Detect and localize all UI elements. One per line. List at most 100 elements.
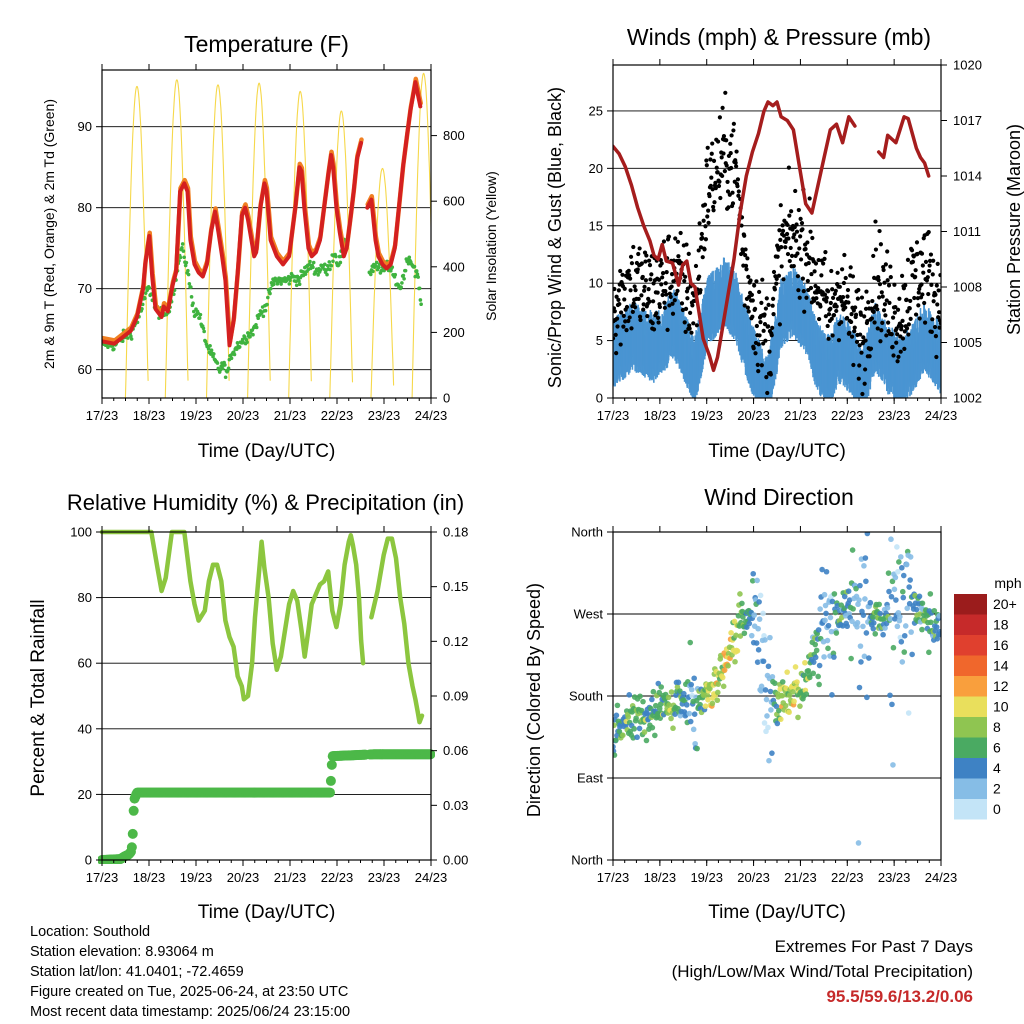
wind-direction-point <box>887 616 894 622</box>
wind-direction-point <box>694 745 700 752</box>
chart-title: Winds (mph) & Pressure (mb) <box>627 24 931 50</box>
wind-direction-point <box>831 591 838 597</box>
wind-gust-point <box>839 299 844 304</box>
wind-gust-point <box>621 324 626 329</box>
dewpoint-point <box>220 366 225 371</box>
wind-direction-point <box>889 701 895 708</box>
wind-direction-point <box>761 720 768 726</box>
wind-direction-point <box>862 555 869 561</box>
wind-gust-point <box>797 295 802 300</box>
wind-gust-point <box>708 157 713 162</box>
wind-gust-point <box>624 304 630 310</box>
wind-gust-point <box>643 278 649 283</box>
wind-gust-point <box>931 299 936 304</box>
wind-gust-point <box>685 296 690 301</box>
panel-temperature: 17/23 18/23 19/23 20/23 21/23 22/23 23/23 24/23… <box>41 31 499 462</box>
dewpoint-point <box>271 282 276 287</box>
wind-gust-point <box>905 257 911 262</box>
wind-gust-point <box>774 276 779 282</box>
wind-gust-point <box>663 289 668 294</box>
wind-direction-point <box>728 630 734 636</box>
plot-area-direction <box>613 532 941 846</box>
dewpoint-point <box>198 312 203 317</box>
wind-direction-point <box>714 697 721 704</box>
wind-gust-point <box>921 270 926 275</box>
wind-gust-point <box>733 160 738 165</box>
wind-gust-point <box>669 284 674 289</box>
dewpoint-point <box>112 347 116 351</box>
x-tick-label: 21/23 <box>784 870 817 885</box>
wind-gust-point <box>631 244 636 250</box>
x-tick-label: 24/23 <box>415 408 448 423</box>
extremes-title: Extremes For Past 7 Days <box>774 937 973 956</box>
dewpoint-point <box>129 334 133 339</box>
dewpoint-point <box>412 264 417 269</box>
dewpoint-point <box>211 352 216 356</box>
wind-gust-point <box>679 301 685 306</box>
wind-gust-point <box>912 295 917 301</box>
wind-gust-point <box>845 287 851 293</box>
wind-direction-point <box>779 679 786 685</box>
x-tick-label: 22/23 <box>831 408 864 423</box>
wind-gust-point <box>795 251 800 256</box>
wind-direction-point <box>614 702 621 709</box>
wind-direction-point <box>768 707 774 713</box>
wind-gust-point <box>724 163 729 168</box>
wind-gust-point <box>836 338 842 343</box>
wind-gust-point <box>924 278 929 283</box>
wind-gust-point <box>635 267 640 272</box>
wind-gust-point <box>651 281 656 286</box>
recent-timestamp: Most recent data timestamp: 2025/06/24 2… <box>30 1004 351 1020</box>
wind-direction-point <box>656 705 663 712</box>
wind-gust-point <box>696 248 701 253</box>
wind-direction-point <box>772 680 778 687</box>
precipitation-point <box>425 749 435 760</box>
wind-direction-point <box>675 679 682 686</box>
dewpoint-point <box>186 272 191 277</box>
wind-gust-point <box>769 333 774 338</box>
wind-direction-point <box>650 688 657 695</box>
wind-direction-point <box>719 674 726 681</box>
wind-gust-point <box>804 295 809 300</box>
wind-gust-point <box>927 258 933 263</box>
dewpoint-point <box>183 263 188 268</box>
solar-insolation-line <box>124 85 149 398</box>
wind-direction-point <box>880 631 886 638</box>
wind-gust-point <box>728 141 733 146</box>
wind-direction-point <box>897 634 904 641</box>
y-tick-label: 100 <box>70 525 92 540</box>
wind-direction-point <box>867 599 874 606</box>
wind-gust-point <box>750 298 755 303</box>
wind-gust-point <box>621 313 626 318</box>
wind-direction-point <box>633 715 639 722</box>
wind-gust-point <box>923 259 929 264</box>
wind-direction-point <box>764 713 770 719</box>
wind-gust-point <box>886 283 892 288</box>
dewpoint-point <box>328 267 332 272</box>
wind-gust-point <box>691 321 696 326</box>
wind-direction-point <box>815 673 821 680</box>
wind-gust-point <box>702 202 708 207</box>
wind-gust-point <box>629 261 635 266</box>
wind-direction-point <box>803 691 810 697</box>
wind-direction-point <box>786 709 792 716</box>
wind-gust-point <box>759 363 764 368</box>
solar-insolation-line <box>164 79 189 398</box>
x-tick-label: 19/23 <box>690 870 723 885</box>
wind-direction-point <box>890 644 897 651</box>
dewpoint-point <box>316 273 320 277</box>
wind-direction-point <box>665 694 672 701</box>
wind-direction-point <box>657 701 664 707</box>
wind-gust-point <box>822 256 827 261</box>
y-tick-label: 60 <box>78 362 92 377</box>
wind-gust-point <box>759 300 764 305</box>
wind-gust-point <box>857 363 862 368</box>
wind-gust-point <box>642 284 647 289</box>
wind-direction-point <box>652 732 658 739</box>
wind-direction-point <box>810 670 817 677</box>
wind-gust-point <box>798 234 803 239</box>
wind-gust-point <box>710 187 715 192</box>
wind-direction-point <box>850 606 856 612</box>
wind-gust-point <box>934 283 939 288</box>
wind-gust-point <box>757 333 762 338</box>
